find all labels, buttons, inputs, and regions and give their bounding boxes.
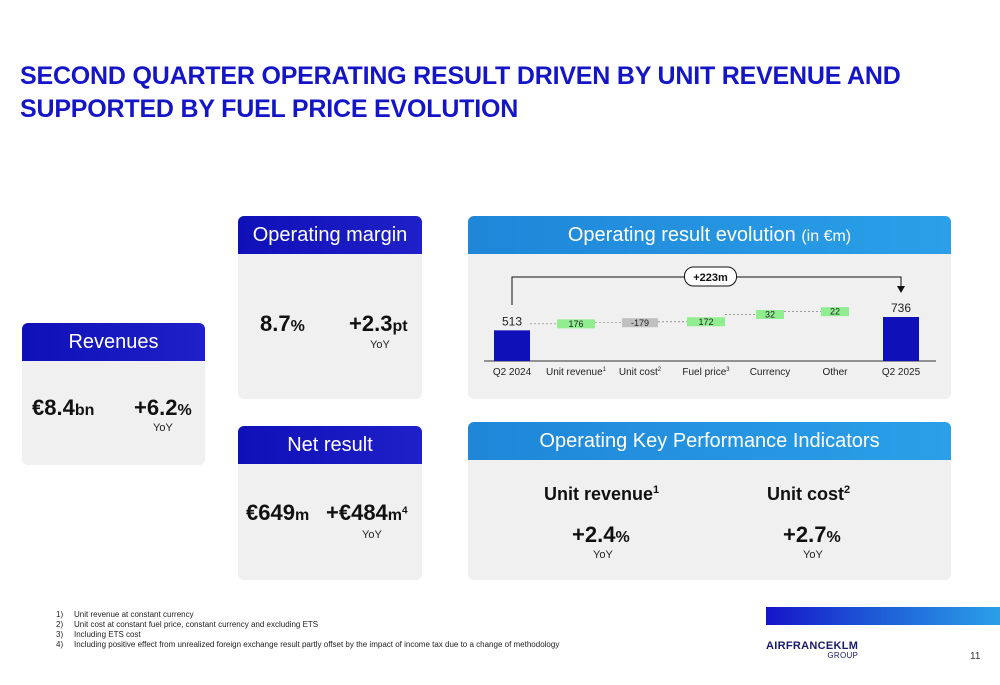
- brand-bar: [766, 607, 1000, 625]
- net-result-value: €649m: [246, 500, 310, 525]
- footnotes: 1) Unit revenue at constant currency 2) Un…: [56, 610, 559, 650]
- footnote-1: 1) Unit revenue at constant currency: [56, 610, 194, 619]
- operating-margin-yoy: YoY: [370, 339, 390, 351]
- operating-margin-value: 8.7%: [260, 311, 305, 336]
- data-label-1: 176: [568, 319, 583, 329]
- unit-cost-label: Unit cost2: [767, 484, 851, 504]
- unit-revenue-label: Unit revenue1: [544, 484, 660, 504]
- bar-2: [622, 318, 658, 328]
- category-label-3: Fuel price3: [682, 367, 730, 378]
- data-label-3: 172: [698, 317, 713, 327]
- unit-revenue-value: +2.4%: [572, 522, 630, 547]
- operating-margin-card: Operating margin 8.7% +2.3pt YoY: [238, 216, 422, 399]
- unit-cost-value: +2.7%: [783, 522, 841, 547]
- category-label-2: Unit cost2: [619, 367, 662, 378]
- net-result-change: +€484m4: [326, 500, 408, 525]
- page-title: SECOND QUARTER OPERATING RESULT DRIVEN B…: [20, 62, 901, 123]
- net-result-header: Net result: [238, 426, 422, 464]
- revenues-value: €8.4bn: [32, 395, 95, 420]
- data-label-2: -179: [631, 318, 649, 328]
- data-label-5: 22: [830, 307, 840, 317]
- unit-cost-yoy: YoY: [803, 549, 823, 561]
- category-label-6: Q2 2025: [882, 367, 921, 378]
- unit-revenue-yoy: YoY: [593, 549, 613, 561]
- revenues-header: Revenues: [22, 323, 205, 361]
- net-result-card: Net result €649m +€484m4 YoY: [238, 426, 422, 580]
- bracket-arrow: [897, 286, 905, 293]
- category-label-1: Unit revenue1: [546, 367, 607, 378]
- bar-6: [883, 317, 919, 361]
- data-label-6: 736: [891, 301, 911, 315]
- bar-5: [821, 307, 849, 317]
- bar-0: [494, 330, 530, 361]
- bar-4: [756, 309, 784, 319]
- bar-3: [687, 317, 725, 327]
- kpi-header: Operating Key Performance Indicators: [468, 422, 951, 460]
- kpi-card: Operating Key Performance Indicators Uni…: [468, 422, 951, 580]
- evolution-card: Operating result evolution (in €m): [468, 216, 951, 399]
- revenues-card: Revenues €8.4bn +6.2% YoY: [22, 323, 205, 465]
- category-label-0: Q2 2024: [493, 367, 532, 378]
- revenues-yoy: YoY: [153, 422, 173, 434]
- category-label-4: Currency: [750, 367, 791, 378]
- data-label-4: 32: [765, 309, 775, 319]
- data-label-0: 513: [502, 314, 522, 328]
- waterfall-chart: 513 176 -179 172 32 22 736 Q2 2024 Unit revenue1…: [484, 266, 936, 378]
- evolution-header: Operating result evolution (in €m): [468, 216, 951, 254]
- footnote-3: 3) Including ETS cost: [56, 630, 141, 639]
- page-number: 11: [970, 651, 981, 662]
- footnote-4: 4) Including positive effect from unreali…: [56, 640, 560, 649]
- net-result-yoy: YoY: [362, 529, 382, 541]
- category-label-5: Other: [822, 367, 848, 378]
- operating-margin-change: +2.3pt: [349, 311, 408, 336]
- revenues-change: +6.2%: [134, 395, 192, 420]
- bracket-label: +223m: [693, 272, 728, 284]
- footnote-2: 2) Unit cost at constant fuel price, cons…: [56, 620, 319, 629]
- operating-margin-header: Operating margin: [238, 216, 422, 254]
- company-logo: AIRFRANCEKLM GROUP: [766, 640, 859, 660]
- bar-1: [557, 319, 595, 329]
- bracket-pill: [684, 266, 737, 287]
